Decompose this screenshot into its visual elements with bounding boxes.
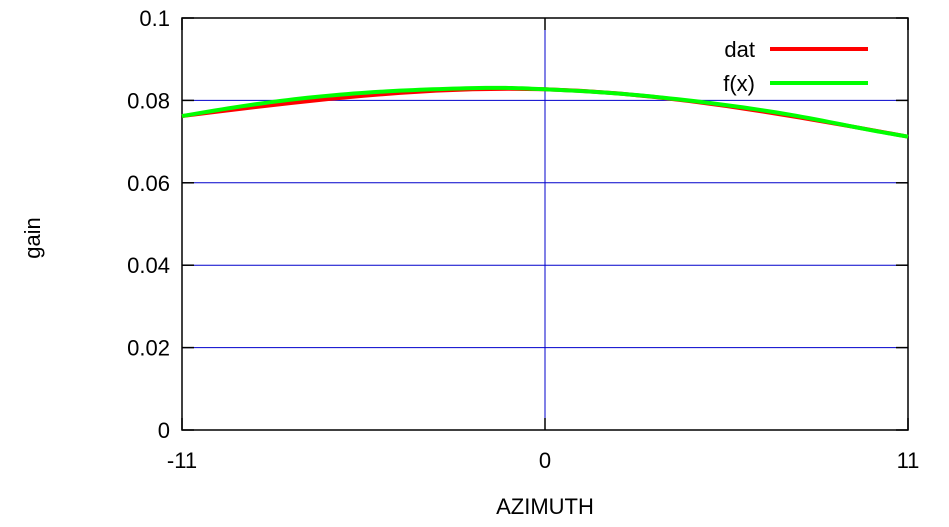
y-tick-label: 0.08 bbox=[127, 88, 170, 113]
y-tick-label: 0.04 bbox=[127, 253, 170, 278]
y-axis-title: gain bbox=[20, 217, 45, 259]
y-tick-label: 0.02 bbox=[127, 336, 170, 361]
ticks: 0 0.02 0.04 0.06 0.08 0.1 -11 0 11 bbox=[127, 6, 919, 473]
y-tick-label: 0.1 bbox=[139, 6, 170, 31]
series bbox=[181, 85, 909, 139]
legend: dat f(x) bbox=[723, 37, 868, 96]
y-tick-label: 0.06 bbox=[127, 171, 170, 196]
x-tick-label: 0 bbox=[539, 448, 551, 473]
legend-label-1: f(x) bbox=[723, 71, 755, 96]
x-tick-label: 11 bbox=[897, 448, 920, 473]
y-tick-label: 0 bbox=[158, 418, 170, 443]
legend-label-0: dat bbox=[724, 37, 755, 62]
grid bbox=[182, 18, 908, 430]
series-line-1 bbox=[181, 85, 909, 139]
x-axis-title: AZIMUTH bbox=[496, 494, 594, 519]
x-tick-label: -11 bbox=[167, 448, 197, 473]
